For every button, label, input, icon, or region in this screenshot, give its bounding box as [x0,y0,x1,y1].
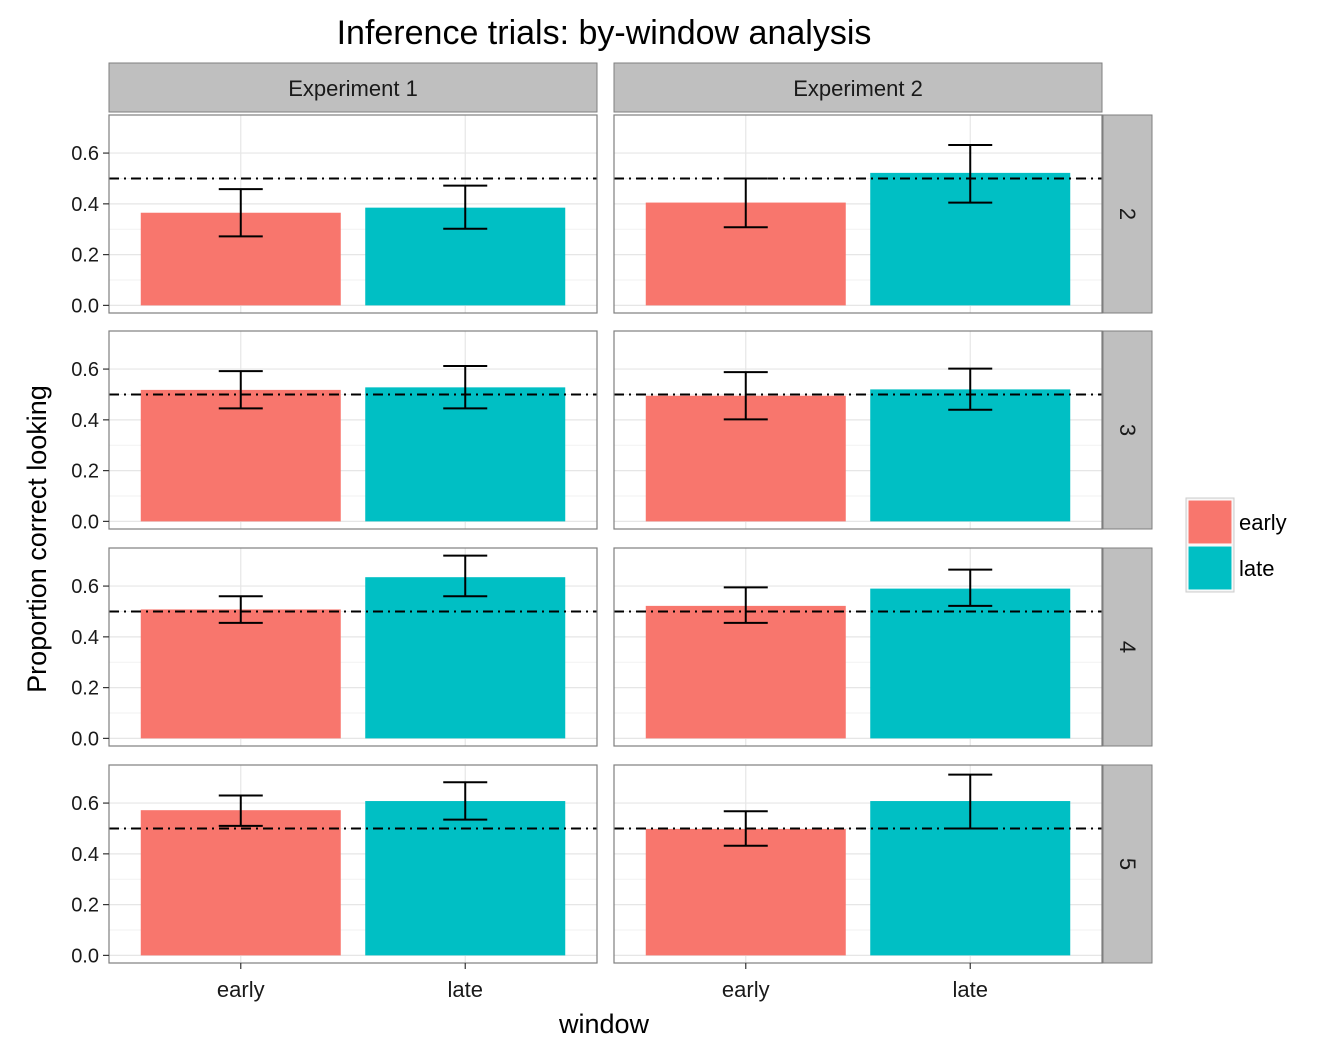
bar-early [140,389,341,522]
plot-layer: Experiment 1 Experiment 2 2 3 4 5 0.0 0.2 0.4 0.6… [71,62,1153,1002]
legend-key-late [1187,545,1233,591]
legend-label: late [1239,556,1274,581]
panel-border [613,764,1103,964]
legend-label: early [1239,510,1287,535]
x-axis-label: window [558,1009,650,1039]
facet-panel [613,330,1103,530]
bar-early [140,609,341,739]
y-tick-label: 0.4 [71,410,99,432]
bar-late [365,387,566,522]
facet-panel [613,547,1103,747]
chart-title: Inference trials: by-window analysis [337,14,872,52]
facet-panel [613,764,1103,964]
row-strip [1102,330,1153,530]
y-tick-label: 0.0 [71,511,99,533]
legend: early late [1185,497,1287,593]
row-strip-label: 2 [1115,208,1140,220]
y-tick-label: 0.2 [71,245,99,267]
y-tick-label: 0.6 [71,359,99,381]
column-strip [613,62,1103,113]
y-tick-label: 0.4 [71,627,99,649]
row-strip [1102,547,1153,747]
x-tick-label: late [952,977,987,1002]
bar-early [645,605,846,739]
y-axis-label: Proportion correct looking [22,385,52,693]
x-tick-label: early [217,977,265,1002]
y-tick-label: 0.0 [71,728,99,750]
row-strip [1102,114,1153,314]
panel-border [613,547,1103,747]
facet-panel [108,547,598,747]
y-tick-label: 0.4 [71,844,99,866]
bar-late [870,389,1071,522]
row-strip [1102,764,1153,964]
column-strip [108,62,598,113]
facet-panel [613,114,1103,314]
bar-late [365,801,566,956]
y-tick-label: 0.2 [71,895,99,917]
x-tick-label: late [447,977,482,1002]
bar-late [870,588,1071,739]
panel-border [108,330,598,530]
panel-border [108,547,598,747]
bar-early [645,828,846,956]
bar-early [140,810,341,956]
panel-border [613,330,1103,530]
facet-panel [108,764,598,964]
facet-panel [108,330,598,530]
column-strip-label: Experiment 1 [288,76,418,101]
y-tick-label: 0.6 [71,793,99,815]
legend-key-early [1187,499,1233,545]
x-tick-label: early [722,977,770,1002]
y-tick-label: 0.2 [71,461,99,483]
column-strip-label: Experiment 2 [793,76,923,101]
y-tick-label: 0.6 [71,576,99,598]
y-tick-label: 0.0 [71,945,99,967]
row-strip-label: 5 [1115,858,1140,870]
row-strip-label: 3 [1115,424,1140,436]
y-tick-label: 0.6 [71,143,99,165]
y-tick-label: 0.0 [71,295,99,317]
row-strip-label: 4 [1115,641,1140,653]
bar-late [365,577,566,739]
y-tick-label: 0.4 [71,194,99,216]
panel-border [613,114,1103,314]
panel-border [108,764,598,964]
y-tick-label: 0.2 [71,678,99,700]
panel-border [108,114,598,314]
facet-panel [108,114,598,314]
